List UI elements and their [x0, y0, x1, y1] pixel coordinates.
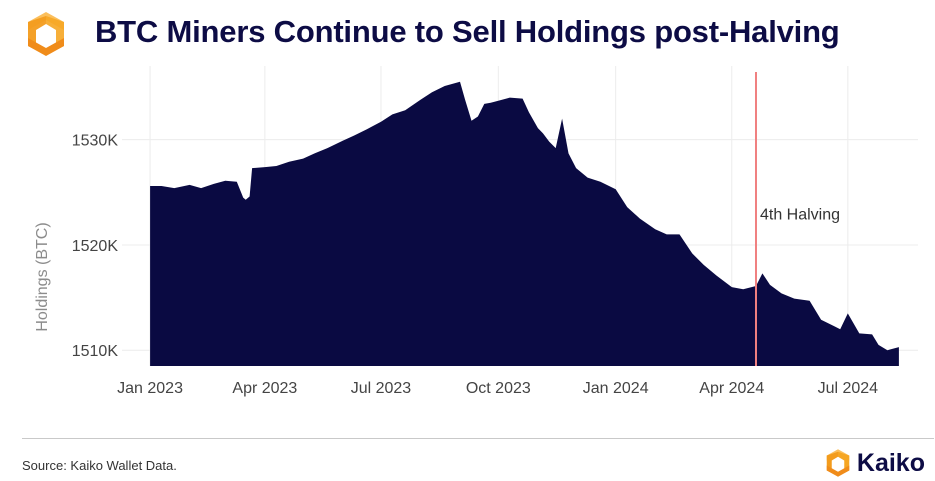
chart-title: BTC Miners Continue to Sell Holdings pos…	[95, 14, 840, 49]
x-tick-label: Apr 2024	[699, 380, 764, 397]
y-tick-label: 1510K	[72, 343, 119, 360]
kaiko-brand: Kaiko	[823, 446, 925, 480]
holdings-area-series	[150, 81, 899, 367]
x-axis-ticks: Jan 2023 Apr 2023 Jul 2023 Oct 2023 Jan 2024…	[117, 380, 878, 397]
y-tick-label: 1520K	[72, 238, 119, 255]
y-axis-ticks: 1510K 1520K 1530K	[72, 133, 119, 361]
x-tick-label: Apr 2023	[232, 380, 297, 397]
x-tick-label: Oct 2023	[466, 380, 531, 397]
kaiko-brand-icon	[826, 449, 850, 477]
brand-name: Kaiko	[856, 448, 925, 477]
footer-divider	[22, 438, 934, 439]
x-tick-label: Jan 2024	[583, 380, 649, 397]
y-tick-label: 1530K	[72, 133, 119, 150]
x-tick-label: Jan 2023	[117, 380, 183, 397]
source-note: Source: Kaiko Wallet Data.	[22, 458, 177, 473]
halving-label: 4th Halving	[760, 206, 840, 223]
x-tick-label: Jul 2024	[818, 380, 879, 397]
y-axis-label: Holdings (BTC)	[34, 222, 51, 331]
x-tick-label: Jul 2023	[351, 380, 412, 397]
chart-area: 1510K 1520K 1530K Holdings (BTC) 4th Halvi…	[34, 66, 918, 397]
header: BTC Miners Continue to Sell Holdings pos…	[0, 0, 935, 70]
kaiko-logo-icon	[28, 12, 64, 56]
